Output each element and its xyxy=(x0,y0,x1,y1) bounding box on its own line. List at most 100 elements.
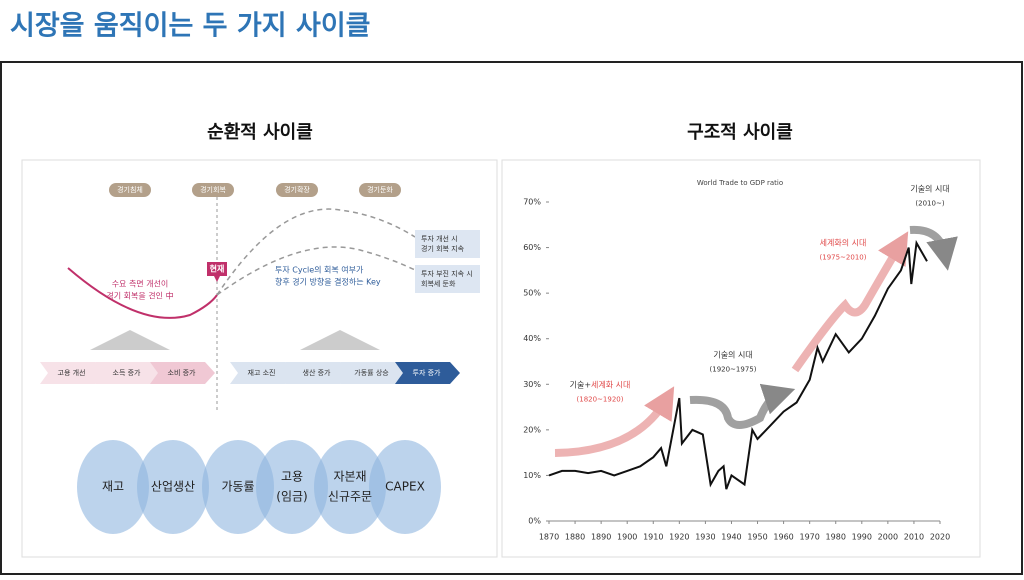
annotation: (1975~2010) xyxy=(820,254,867,262)
y-tick-label: 40% xyxy=(523,334,541,343)
annotation: (1920~1975) xyxy=(710,366,757,374)
phase-pill xyxy=(109,183,151,197)
era-arrow xyxy=(554,386,675,457)
current-marker xyxy=(207,262,227,282)
x-tick-label: 2020 xyxy=(930,533,950,542)
indicator-label: 재고 xyxy=(102,480,124,494)
chain-label: 고용 개선 xyxy=(58,368,86,377)
annotation: (1820~1920) xyxy=(577,396,624,404)
panel-title: 구조적 사이클 xyxy=(687,122,793,143)
chain-label: 가동률 상승 xyxy=(354,368,389,377)
phase-pill xyxy=(359,183,401,197)
annotation: 세계화의 시대 xyxy=(820,237,867,247)
current-label: 현재 xyxy=(210,264,225,274)
x-tick-label: 1920 xyxy=(669,533,689,542)
annotation-part: (1920~1975) xyxy=(710,366,757,374)
data-line xyxy=(548,239,928,490)
scenario-box xyxy=(415,230,480,258)
x-tick-label: 1930 xyxy=(695,533,715,542)
era-arrow xyxy=(791,231,909,373)
annotation-part: (1975~2010) xyxy=(820,254,867,262)
phase-pill xyxy=(192,183,234,197)
scenario-box xyxy=(415,265,480,293)
chevron xyxy=(395,362,460,384)
chevron xyxy=(150,362,215,384)
indicator-label: CAPEX xyxy=(385,480,425,494)
annotation-part: 기술의 시대 xyxy=(910,183,949,193)
triangle xyxy=(90,330,170,350)
x-tick-label: 2010 xyxy=(904,533,924,542)
cycle-low xyxy=(216,246,416,296)
phase-label: 경기둔화 xyxy=(367,185,393,194)
slide-title: 시장을 움직이는 두 가지 사이클 xyxy=(10,11,371,42)
x-tick-label: 1980 xyxy=(826,533,846,542)
indicator-label: 산업생산 xyxy=(151,480,195,494)
indicator-circle xyxy=(202,440,274,534)
annotation-part: 세계화의 시대 xyxy=(820,237,867,247)
x-tick-label: 1870 xyxy=(539,533,559,542)
x-tick-label: 2000 xyxy=(878,533,898,542)
note: 향후 경기 방향을 결정하는 Key xyxy=(275,277,381,287)
scenario-text: 경기 회복 지속 xyxy=(421,244,465,253)
chevron xyxy=(285,362,350,384)
annotation: (2010~) xyxy=(915,200,944,208)
y-tick-label: 60% xyxy=(523,243,541,252)
triangle xyxy=(300,330,380,350)
chevron xyxy=(95,362,160,384)
frame xyxy=(0,61,1023,575)
x-tick-label: 1890 xyxy=(591,533,611,542)
note: 경기 회복을 견인 中 xyxy=(106,291,173,301)
indicator-label: (임금) xyxy=(276,490,307,504)
era-arrow xyxy=(909,225,958,271)
chain-label: 재고 소진 xyxy=(248,368,276,377)
indicator-label: 신규주문 xyxy=(328,490,372,504)
chain-label: 생산 증가 xyxy=(303,368,332,377)
phase-pill xyxy=(276,183,318,197)
annotation-part: 세계화 시대 xyxy=(591,379,630,389)
annotation-part: 기술+ xyxy=(570,379,591,389)
annotation: 기술+세계화 시대 xyxy=(570,379,631,389)
era-arrow xyxy=(689,383,796,429)
indicator-circle xyxy=(77,440,149,534)
x-tick-label: 1950 xyxy=(747,533,767,542)
indicator-circle xyxy=(256,440,328,534)
y-tick-label: 70% xyxy=(523,198,541,207)
indicator-circle xyxy=(314,440,386,534)
y-tick-label: 10% xyxy=(523,471,541,480)
note: 투자 Cycle의 회복 여부가 xyxy=(275,265,364,275)
y-tick-label: 20% xyxy=(523,425,541,434)
chevron xyxy=(40,362,105,384)
annotation: 기술의 시대 xyxy=(713,349,752,359)
x-tick-label: 1990 xyxy=(852,533,872,542)
x-tick-label: 1910 xyxy=(643,533,663,542)
scenario-text: 투자 부진 지속 시 xyxy=(421,269,473,278)
indicator-label: 가동률 xyxy=(221,480,254,494)
chevron xyxy=(340,362,405,384)
annotation-part: (2010~) xyxy=(915,200,944,208)
scenario-text: 투자 개선 시 xyxy=(421,234,458,243)
indicator-label: 자본재 xyxy=(333,470,366,484)
annotation: 기술의 시대 xyxy=(910,183,949,193)
panel-title: 순환적 사이클 xyxy=(207,121,313,143)
y-tick-label: 50% xyxy=(523,289,541,298)
cycle-curve xyxy=(67,267,218,319)
phase-label: 경기회복 xyxy=(200,185,226,194)
indicator-circle xyxy=(369,440,441,534)
phase-label: 경기확장 xyxy=(284,185,310,194)
indicator-circle xyxy=(137,440,209,534)
indicator-label: 고용 xyxy=(281,470,303,484)
chain-label: 투자 증가 xyxy=(413,368,442,377)
y-tick-label: 0% xyxy=(528,517,541,526)
chart-title: World Trade to GDP ratio xyxy=(697,179,783,187)
cycle-up xyxy=(216,208,416,296)
y-tick-label: 30% xyxy=(523,380,541,389)
x-tick-label: 1940 xyxy=(721,533,741,542)
chain-label: 소비 증가 xyxy=(168,368,197,377)
x-tick-label: 1880 xyxy=(565,533,585,542)
panel xyxy=(501,159,981,558)
x-tick-label: 1900 xyxy=(617,533,637,542)
annotation-part: (1820~1920) xyxy=(577,396,624,404)
note: 수요 측면 개선이 xyxy=(112,279,169,289)
x-tick-label: 1970 xyxy=(799,533,819,542)
